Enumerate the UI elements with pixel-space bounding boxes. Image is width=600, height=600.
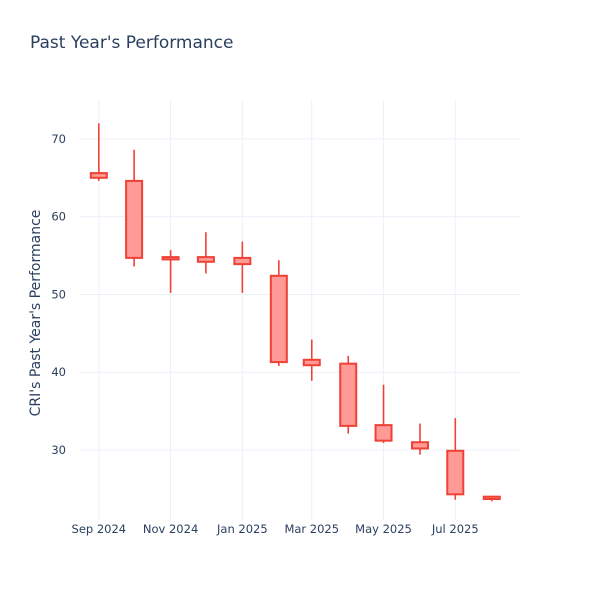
x-tick-label: May 2025: [355, 522, 412, 536]
candle-body: [269, 274, 288, 364]
candle-body: [411, 441, 429, 450]
chart-title: Past Year's Performance: [30, 33, 234, 53]
candle-body: [339, 362, 358, 427]
candle: [196, 232, 215, 274]
y-tick-label: 70: [51, 132, 66, 146]
candle: [233, 241, 252, 293]
x-tick-label: Jul 2025: [431, 522, 479, 536]
candle: [482, 495, 501, 502]
candle-body: [196, 256, 215, 263]
candle-body: [374, 424, 393, 442]
candle: [269, 260, 288, 366]
x-tick-label: Jan 2025: [216, 522, 268, 536]
candle: [125, 149, 144, 267]
candle: [446, 418, 465, 500]
candle-body: [446, 449, 465, 496]
y-tick-label: 30: [51, 443, 66, 457]
candle: [302, 339, 321, 381]
candle-body: [161, 256, 180, 261]
candle: [89, 123, 108, 181]
candle: [339, 355, 358, 434]
y-axis-ticks: 30 40 50 60 70: [51, 132, 66, 457]
x-tick-label: Mar 2025: [284, 522, 339, 536]
x-tick-label: Sep 2024: [72, 522, 127, 536]
candle-body: [482, 495, 501, 500]
candle-body: [125, 179, 144, 259]
candle: [161, 250, 180, 293]
y-tick-label: 50: [51, 287, 66, 301]
y-axis-title: CRI's Past Year's Performance: [28, 210, 44, 417]
candle: [374, 384, 393, 443]
candle: [411, 423, 429, 455]
x-axis-ticks: Sep 2024 Nov 2024 Jan 2025 Mar 2025 May 2025…: [72, 522, 479, 536]
candle-body: [233, 256, 252, 266]
y-tick-label: 60: [51, 210, 66, 224]
candle-body: [302, 358, 321, 367]
y-tick-label: 40: [51, 365, 66, 379]
candle-body: [89, 172, 108, 179]
x-tick-label: Nov 2024: [143, 522, 198, 536]
candles: [89, 123, 501, 502]
